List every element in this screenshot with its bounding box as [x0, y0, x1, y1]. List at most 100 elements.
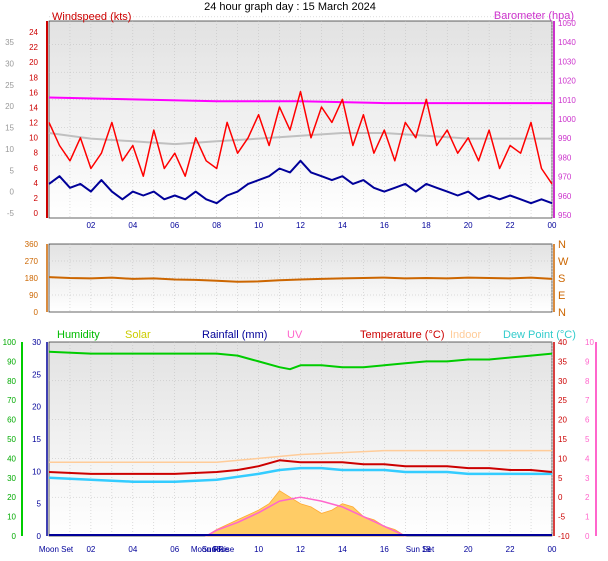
- x-tick-label: 10: [254, 545, 263, 554]
- barometer-tick-label: 1040: [558, 38, 576, 47]
- humidity-tick-label: 100: [3, 338, 17, 347]
- wind-panel: Windspeed (kts) Barometer (hpa) 35302520…: [5, 10, 576, 230]
- rainfall-tick-label: 15: [32, 435, 41, 444]
- x-tick-label: 20: [464, 545, 473, 554]
- barometer-axis-title: Barometer (hpa): [494, 10, 574, 22]
- astronomical-event-label: Moon Set: [39, 545, 74, 554]
- wind-tick-label: 22: [29, 43, 38, 52]
- uv-tick-label: 1: [585, 513, 590, 522]
- wind-tick-label: 8: [34, 149, 39, 158]
- wind-tick-label: 12: [29, 119, 38, 128]
- x-tick-label: 16: [380, 221, 389, 230]
- wind-gust-line: [48, 90, 553, 185]
- x-tick-label: 14: [338, 221, 347, 230]
- x-tick-label: 00: [548, 545, 557, 554]
- legend-label: Indoor: [450, 329, 482, 341]
- humidity-line: [48, 350, 553, 371]
- wind-outer-tick-label: 5: [10, 166, 15, 175]
- humidity-tick-label: 10: [7, 513, 16, 522]
- uv-tick-label: 7: [585, 396, 590, 405]
- wind-tick-label: 16: [29, 88, 38, 97]
- rainfall-tick-label: 5: [37, 500, 42, 509]
- x-tick-label: 06: [170, 545, 179, 554]
- legend-label: Temperature (°C): [360, 329, 444, 341]
- compass-label: N: [558, 239, 566, 251]
- temperature-tick-label: 30: [558, 377, 567, 386]
- barometer-tick-label: 990: [558, 134, 572, 143]
- climate-panel: Humidity Solar Rainfall (mm) UV Temperature …: [3, 329, 597, 554]
- chart-title: 24 hour graph day : 15 March 2024: [204, 1, 376, 13]
- humidity-tick-label: 30: [7, 474, 16, 483]
- temperature-tick-label: 25: [558, 396, 567, 405]
- dew-point-line: [48, 466, 552, 483]
- temperature-tick-label: 5: [558, 474, 563, 483]
- uv-tick-label: 9: [585, 357, 590, 366]
- indoor-temperature-line: [49, 449, 552, 464]
- wind-outer-tick-label: 10: [5, 145, 14, 154]
- legend-label: Solar: [125, 329, 151, 341]
- temperature-tick-label: 20: [558, 416, 567, 425]
- legend-label: Humidity: [57, 329, 100, 341]
- uv-tick-label: 0: [585, 532, 590, 541]
- wind-tick-label: 20: [29, 58, 38, 67]
- x-tick-label: 02: [86, 221, 95, 230]
- barometer-tick-label: 1010: [558, 96, 576, 105]
- astronomical-event-label: Sun Set: [406, 545, 435, 554]
- x-tick-label: 12: [296, 221, 305, 230]
- rainfall-tick-label: 10: [32, 467, 41, 476]
- rainfall-tick-label: 20: [32, 403, 41, 412]
- x-tick-label: 20: [464, 221, 473, 230]
- barometer-tick-label: 960: [558, 192, 572, 201]
- uv-tick-label: 6: [585, 416, 590, 425]
- barometer-line: [48, 96, 552, 105]
- uv-tick-label: 5: [585, 435, 590, 444]
- temperature-line: [48, 459, 553, 475]
- wind-outer-tick-label: 25: [5, 81, 14, 90]
- barometer-tick-label: 1020: [558, 77, 576, 86]
- legend-label: Dew Point (°C): [503, 329, 576, 341]
- temperature-tick-label: -10: [558, 532, 570, 541]
- direction-tick-label: 180: [25, 274, 39, 283]
- rainfall-tick-label: 0: [37, 532, 42, 541]
- direction-tick-label: 360: [25, 240, 39, 249]
- compass-label: W: [558, 256, 569, 268]
- barometer-tick-label: 980: [558, 153, 572, 162]
- legend-label: UV: [287, 329, 303, 341]
- x-tick-label: 04: [128, 545, 137, 554]
- wind-outer-tick-label: 30: [5, 59, 14, 68]
- rainfall-tick-label: 25: [32, 370, 41, 379]
- temperature-tick-label: 15: [558, 435, 567, 444]
- wind-tick-label: 14: [29, 103, 38, 112]
- astronomical-event-label: Moon Rise: [191, 545, 230, 554]
- x-tick-label: 18: [422, 545, 431, 554]
- wind-tick-label: 2: [34, 194, 39, 203]
- temperature-tick-label: 40: [558, 338, 567, 347]
- humidity-tick-label: 90: [7, 357, 16, 366]
- uv-tick-label: 3: [585, 474, 590, 483]
- temperature-tick-label: 0: [558, 493, 563, 502]
- wind-tick-label: 10: [29, 134, 38, 143]
- barometer-tick-label: 950: [558, 211, 572, 220]
- humidity-tick-label: 80: [7, 377, 16, 386]
- uv-line: [205, 496, 406, 537]
- wind-speed-line: [48, 159, 553, 205]
- windspeed-axis-title: Windspeed (kts): [52, 11, 131, 23]
- x-tick-label: 02: [86, 545, 95, 554]
- compass-label: E: [558, 290, 565, 302]
- barometer-tick-label: 970: [558, 173, 572, 182]
- humidity-tick-label: 40: [7, 454, 16, 463]
- wind-outer-tick-label: -5: [7, 209, 15, 218]
- humidity-tick-label: 20: [7, 493, 16, 502]
- x-tick-label: 14: [338, 545, 347, 554]
- uv-tick-label: 2: [585, 493, 590, 502]
- wind-plot-area: [48, 20, 553, 219]
- x-tick-label: 08: [212, 545, 221, 554]
- legend-label: Rainfall (mm): [202, 329, 267, 341]
- wind-tick-label: 24: [29, 28, 38, 37]
- wind-tick-label: 6: [34, 164, 39, 173]
- uv-tick-label: 8: [585, 377, 590, 386]
- direction-tick-label: 0: [34, 308, 39, 317]
- x-tick-label: 22: [506, 545, 515, 554]
- x-tick-label: 00: [548, 221, 557, 230]
- x-tick-label: 16: [380, 545, 389, 554]
